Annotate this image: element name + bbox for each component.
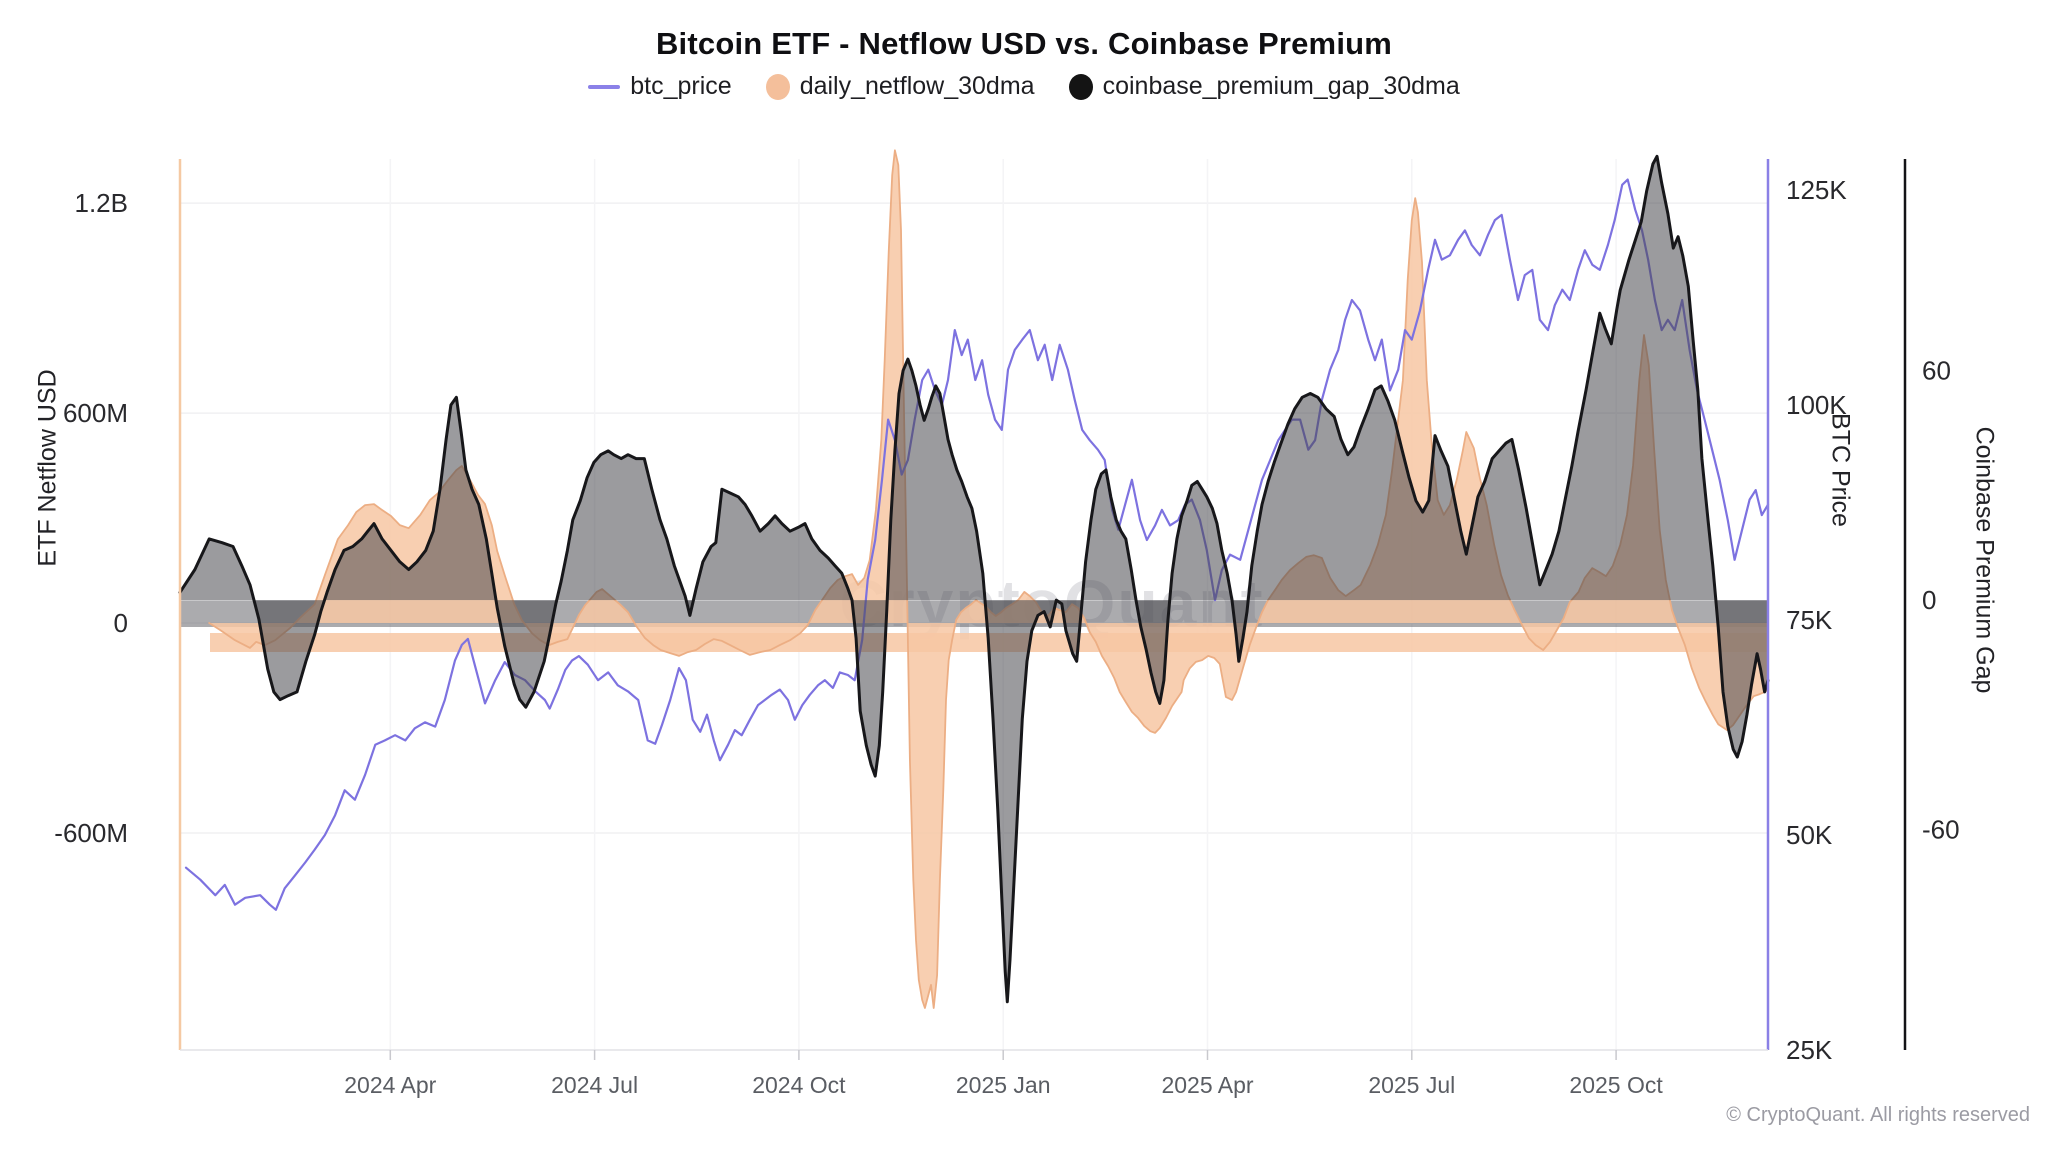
svg-text:2024 Apr: 2024 Apr [344,1072,436,1098]
svg-text:25K: 25K [1786,1035,1833,1065]
svg-text:100K: 100K [1786,390,1847,420]
legend-item-daily-netflow[interactable]: daily_netflow_30dma [765,72,1035,101]
svg-text:-60: -60 [1922,815,1960,845]
svg-text:50K: 50K [1786,820,1833,850]
svg-text:0: 0 [114,608,128,638]
line-swatch-icon [588,84,621,89]
legend-label: btc_price [630,72,732,100]
svg-text:1.2B: 1.2B [75,188,129,218]
svg-text:600M: 600M [63,398,128,428]
svg-text:2025 Jul: 2025 Jul [1368,1072,1455,1098]
svg-text:60: 60 [1922,356,1951,386]
svg-text:2025 Apr: 2025 Apr [1161,1072,1253,1098]
svg-text:2025 Oct: 2025 Oct [1569,1072,1663,1098]
circle-swatch-icon [765,73,790,100]
legend-item-btc-price[interactable]: btc_price [588,72,732,101]
svg-text:-600M: -600M [54,818,128,848]
legend-label: daily_netflow_30dma [799,72,1035,100]
chart-title: Bitcoin ETF - Netflow USD vs. Coinbase P… [655,26,1393,61]
svg-text:2024 Oct: 2024 Oct [752,1072,846,1098]
circle-swatch-icon [1068,73,1093,100]
legend-item-coinbase-premium[interactable]: coinbase_premium_gap_30dma [1068,72,1460,101]
svg-text:2024 Jul: 2024 Jul [551,1072,638,1098]
left-axis-title: ETF Netflow USD [33,369,62,567]
svg-text:0: 0 [1922,585,1936,615]
legend-label: coinbase_premium_gap_30dma [1102,72,1460,100]
svg-text:125K: 125K [1786,175,1847,205]
svg-text:75K: 75K [1786,605,1833,635]
copyright-note: © CryptoQuant. All rights reserved [1726,1104,2030,1126]
svg-text:2025 Jan: 2025 Jan [956,1072,1051,1098]
premium-gap-axis-title: Coinbase Premium Gap [1970,426,1999,694]
btc-price-axis-title: BTC Price [1826,413,1855,527]
chart-legend: btc_price daily_netflow_30dma coinbase_p… [0,72,2048,101]
